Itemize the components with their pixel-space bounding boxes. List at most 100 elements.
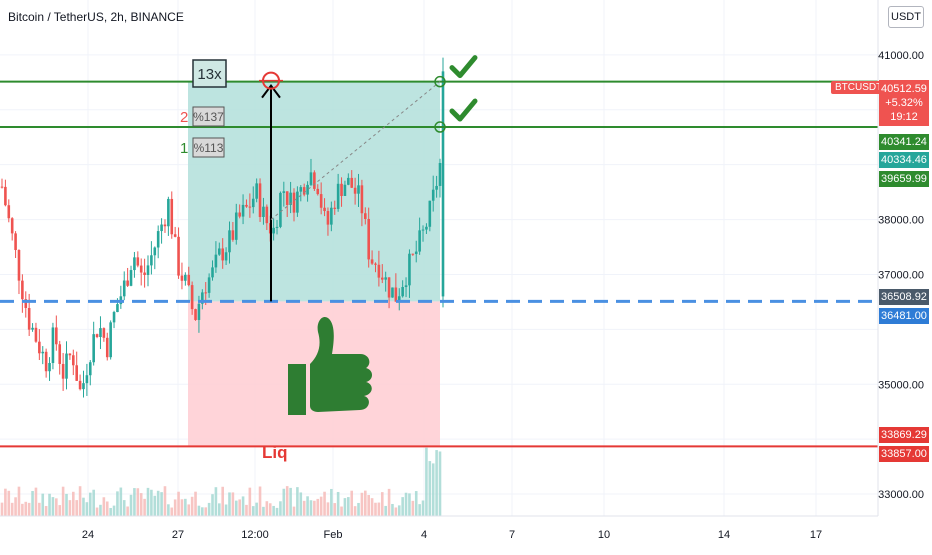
candle-body [380,277,384,280]
target-2-percent: %137 [193,110,224,124]
volume-bar [201,507,204,516]
volume-bar [350,490,354,516]
candle-body [34,327,38,342]
candle-body [302,187,306,195]
currency-button[interactable]: USDT [888,6,924,28]
candle-body [58,344,62,364]
volume-bar [102,497,106,516]
symbol-title: Bitcoin / TetherUS, 2h, BINANCE [8,10,184,24]
volume-bar [156,490,160,516]
volume-bar [296,487,299,516]
mid2-badge: 39659.99 [879,171,929,187]
volume-bar [167,504,170,516]
candle-body [309,172,313,185]
candle-body [48,363,51,372]
mid1-badge: 40334.46 [879,152,929,168]
volume-bar [153,495,157,516]
candle-body [394,287,398,302]
volume-bar [21,503,24,516]
candle-body [438,162,442,186]
leverage-label: 13x [197,66,222,83]
volume-bar [418,504,421,516]
volume-bar [408,493,411,516]
leverage-box: 13x [192,59,227,88]
candle-body [414,251,418,255]
volume-bar [309,500,313,516]
candle-body [21,280,24,300]
candle-body [187,274,191,286]
position-zones [188,81,440,447]
time-tick-label: 27 [172,529,184,541]
checkmark-icon [449,55,478,79]
candle-body [441,71,445,297]
liq-badge: 33869.29 [879,427,929,443]
volume-bar [41,493,45,516]
candle-body [143,272,146,275]
candle-body [262,206,265,218]
candle-body [116,304,119,313]
volume-bar [116,491,119,516]
trend-line [270,81,441,220]
candle-body [275,226,279,228]
candle-body [27,308,31,330]
candle-body [360,185,364,214]
volume-bar [177,491,180,516]
volume-bar [302,500,306,516]
candle-body [401,287,404,297]
time-tick-label: 4 [421,529,427,541]
volume-bar [38,502,41,516]
volume-bar [377,502,381,516]
candle-body [425,226,428,230]
candle-body [180,275,184,281]
volume-bar [10,502,14,516]
ticker-tag: BTCUSDT [831,81,887,94]
candle-body [153,247,157,256]
volume-bar [391,503,394,516]
candle-body [411,253,415,255]
volume-bar [0,502,4,516]
candle-body [224,252,228,261]
volume-bar [17,486,21,516]
volume-bar [428,461,432,516]
candle-body [139,265,143,273]
volume-bar [27,502,31,516]
candle-body [173,234,177,237]
thumb-hand [310,316,372,412]
price-tick-label: 41000.00 [878,50,924,62]
target-1-percent: %113 [194,141,224,155]
hit-marker [434,121,446,133]
candle-body [78,380,82,390]
candle-body [61,363,65,379]
volume-bar [126,506,129,516]
volume-bar [279,501,282,516]
volume-bar [211,494,214,516]
candle-body [272,227,275,234]
candle-body [201,292,204,304]
volume-bar [343,498,347,516]
volume-bar [48,493,51,516]
volume-bar [7,490,11,516]
liq-alt-badge: 33857.00 [879,446,929,462]
volume-bar [224,504,228,516]
candle-body [296,191,299,213]
candle-body [211,267,214,278]
candle-body [357,185,360,194]
volume-bar [58,505,62,516]
volume-bar [187,504,191,516]
volume-bar [394,507,398,516]
volume-bar [218,503,221,516]
volume-bar [55,498,58,516]
candle-body [31,327,34,330]
candle-body [306,184,309,195]
candle-body [299,187,303,192]
candle-body [336,183,340,209]
volume-bar [435,450,438,516]
candle-body [353,187,357,194]
candle-body [197,303,201,320]
volume-bar [313,500,316,516]
volume-bar [367,495,370,516]
volume-bar [14,497,17,516]
target-1-number: 1 [180,140,188,157]
